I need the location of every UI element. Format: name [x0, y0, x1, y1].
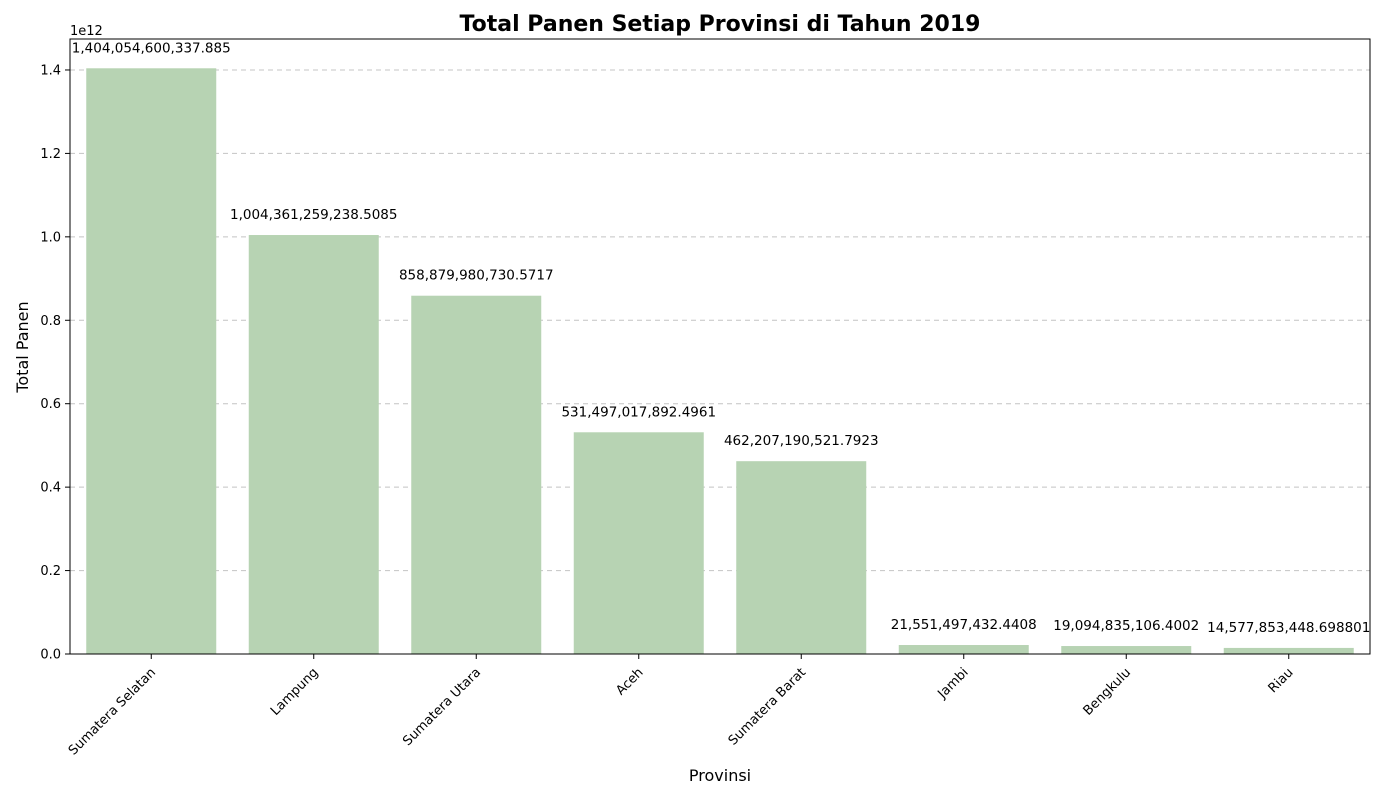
x-tick-label: Aceh: [613, 665, 646, 698]
plot-frame: [69, 38, 1371, 655]
x-axis-label: Provinsi: [689, 766, 751, 785]
y-tick-label: 0.8: [40, 314, 61, 329]
x-tick-label: Sumatera Selatan: [66, 665, 159, 758]
x-tick-label: Sumatera Utara: [400, 665, 484, 749]
data-label: 14,577,853,448.698801: [1207, 620, 1370, 636]
y-tick-label: 1.2: [40, 147, 61, 162]
data-label: 21,551,497,432.4408: [891, 617, 1037, 633]
data-label: 858,879,980,730.5717: [399, 268, 554, 284]
bar: [248, 235, 379, 654]
y-axis-label: Total Panen: [13, 301, 32, 393]
bars: [86, 68, 1354, 655]
data-labels: 1,404,054,600,337.885 1,004,361,259,238.5…: [72, 40, 1371, 636]
data-label: 1,004,361,259,238.5085: [230, 207, 397, 223]
bar: [898, 645, 1029, 654]
y-axis: 0.0 0.2 0.4 0.6 0.8 1.0 1.2 1.4: [40, 63, 70, 663]
bar: [1061, 646, 1192, 654]
bar: [411, 295, 542, 654]
data-label: 19,094,835,106.4002: [1053, 618, 1199, 634]
x-tick-label: Sumatera Barat: [726, 665, 809, 748]
y-tick-label: 0.2: [40, 564, 61, 579]
y-tick-label: 1.0: [40, 230, 61, 245]
data-label: 531,497,017,892.4961: [561, 404, 716, 420]
bar: [86, 68, 217, 655]
y-tick-label: 1.4: [40, 63, 61, 78]
x-tick-label: Jambi: [935, 665, 972, 702]
x-tick-label: Riau: [1266, 665, 1297, 696]
y-tick-label: 0.4: [40, 481, 61, 496]
x-tick-label: Bengkulu: [1081, 665, 1134, 718]
x-axis: Sumatera Selatan Lampung Sumatera Utara Ace…: [66, 654, 1297, 758]
bar: [573, 432, 704, 654]
y-tick-label: 0.6: [40, 397, 61, 412]
data-label: 462,207,190,521.7923: [724, 433, 879, 449]
y-tick-label: 0.0: [40, 648, 61, 663]
chart-title: Total Panen Setiap Provinsi di Tahun 201…: [460, 12, 981, 37]
x-tick-label: Lampung: [268, 665, 322, 719]
bar: [736, 461, 867, 654]
y-axis-offset-label: 1e12: [70, 24, 103, 39]
data-label: 1,404,054,600,337.885: [72, 40, 231, 56]
bar: [1223, 647, 1354, 654]
